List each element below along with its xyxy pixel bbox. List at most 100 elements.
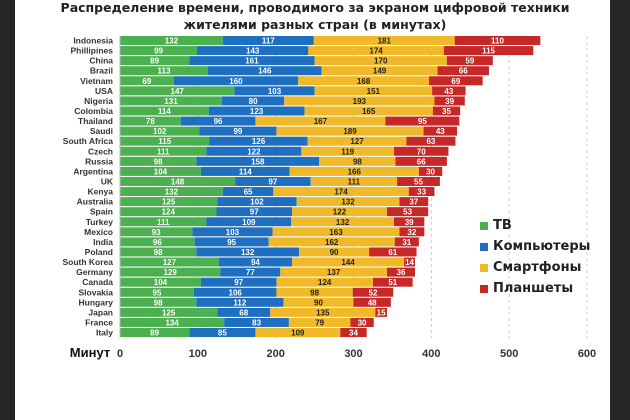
category-label: Mexico	[84, 227, 113, 237]
data-label: 143	[246, 47, 260, 56]
data-label: 89	[150, 57, 159, 66]
data-label: 36	[397, 268, 406, 277]
data-label: 112	[233, 298, 246, 307]
bar-segment	[395, 156, 447, 166]
category-label: Italy	[96, 328, 113, 338]
data-label: 168	[357, 77, 371, 86]
bar-segment	[353, 297, 391, 307]
data-label: 166	[348, 167, 362, 176]
data-label: 34	[349, 329, 358, 338]
bar-segment	[120, 126, 200, 136]
bar-segment	[173, 76, 299, 86]
data-label: 170	[374, 57, 388, 66]
data-label: 39	[405, 218, 414, 227]
bar-segment	[255, 116, 386, 126]
bar-segment	[432, 86, 466, 96]
data-label: 95	[153, 288, 162, 297]
category-label: Argentina	[73, 166, 113, 176]
chart-title-line-1: Распределение времени, проводимого за эк…	[60, 0, 570, 15]
bar-segment	[199, 126, 277, 136]
x-tick-label: 100	[189, 348, 207, 360]
data-label: 89	[150, 329, 159, 338]
bar-segment	[120, 217, 207, 227]
data-label: 51	[388, 278, 397, 287]
category-label: Phillipines	[70, 46, 113, 56]
data-label: 69	[451, 77, 460, 86]
bar-segment	[120, 237, 195, 247]
data-label: 66	[417, 157, 426, 166]
bar-segment	[418, 166, 443, 176]
bar-segment	[299, 247, 370, 257]
data-label: 126	[252, 137, 266, 146]
data-label: 122	[333, 208, 347, 217]
data-label: 61	[388, 248, 397, 257]
bar-segment	[319, 156, 396, 166]
bar-segment	[120, 307, 218, 317]
bar-segment	[120, 146, 207, 156]
category-label: Kenya	[87, 187, 113, 197]
bar-segment	[369, 247, 417, 257]
bar-segment	[120, 66, 208, 76]
legend-swatch	[480, 263, 488, 272]
data-label: 134	[165, 318, 179, 327]
data-label: 90	[330, 248, 339, 257]
bar-segment	[120, 317, 225, 327]
data-label: 98	[154, 248, 163, 257]
bar-segment	[340, 328, 367, 338]
x-tick-label: 500	[500, 348, 518, 360]
category-label: USA	[95, 86, 113, 96]
data-label: 174	[334, 188, 348, 197]
x-tick-label: 600	[578, 348, 596, 360]
data-label: 181	[378, 37, 392, 46]
bar-segment	[308, 46, 444, 56]
data-label: 85	[218, 329, 227, 338]
x-tick-label: 0	[117, 348, 123, 360]
data-label: 43	[444, 87, 453, 96]
bar-segment	[350, 317, 374, 327]
data-label: 113	[158, 67, 171, 76]
data-label: 83	[252, 318, 261, 327]
bar-segment	[120, 247, 197, 257]
category-label: Russia	[85, 156, 113, 166]
legend-item: Смартфоны	[480, 260, 581, 275]
bar-segment	[255, 328, 341, 338]
data-label: 129	[164, 268, 178, 277]
data-label: 14	[405, 258, 414, 267]
bar-segment	[222, 36, 314, 45]
bar-segment	[207, 66, 322, 76]
bar-segment	[196, 297, 284, 307]
data-label: 151	[367, 87, 381, 96]
category-label: Hungary	[79, 297, 114, 307]
bar-segment	[218, 257, 293, 267]
bar-segment	[120, 287, 194, 297]
bar-segment	[120, 96, 222, 106]
bar-segment	[120, 46, 198, 56]
data-label: 106	[229, 288, 243, 297]
bar-segment	[352, 287, 394, 297]
bar-segment	[180, 116, 256, 126]
category-label: Turkey	[86, 217, 114, 227]
data-label: 148	[171, 177, 185, 186]
data-label: 189	[343, 127, 357, 136]
category-label: Poland	[85, 247, 113, 257]
data-label: 122	[247, 147, 261, 156]
bar-segment	[120, 156, 197, 166]
data-label: 35	[442, 107, 451, 116]
bar-segment	[270, 307, 376, 317]
bar-segment	[200, 166, 290, 176]
bar-segment	[434, 96, 465, 106]
bar-segment	[120, 257, 219, 267]
category-label: Germany	[76, 267, 113, 277]
data-label: 77	[246, 268, 255, 277]
bar-segment	[120, 197, 218, 207]
data-label: 109	[291, 329, 305, 338]
bar-segment	[291, 217, 394, 227]
data-label: 132	[336, 218, 350, 227]
data-label: 127	[163, 258, 177, 267]
bar-segment	[397, 176, 440, 186]
data-label: 15	[377, 308, 386, 317]
bar-segment	[196, 247, 300, 257]
bar-segment	[206, 217, 292, 227]
bar-segment	[120, 176, 236, 186]
bar-segment	[217, 307, 271, 317]
